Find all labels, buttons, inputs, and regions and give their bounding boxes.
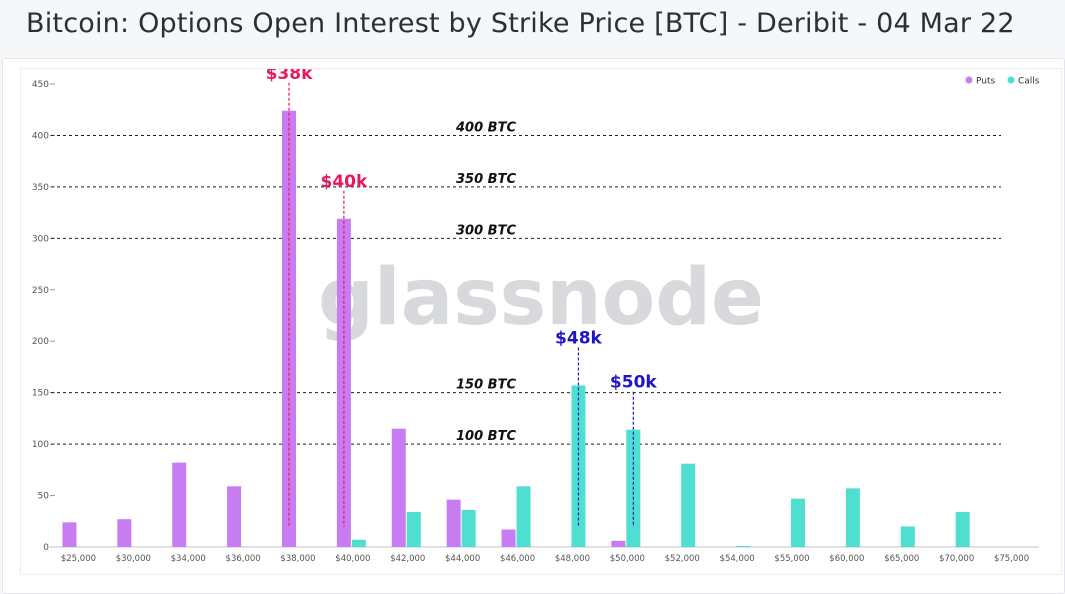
bar-calls-40000 <box>351 539 366 547</box>
x-tick-label: $52,000 <box>665 554 700 564</box>
x-tick-label: $50,000 <box>610 554 645 564</box>
reference-line-label: 100 BTC <box>456 429 516 444</box>
x-tick-label: $60,000 <box>829 554 864 564</box>
bar-puts-30000 <box>117 519 132 547</box>
y-tick-label: 450 <box>32 80 49 90</box>
bar-calls-65000 <box>900 526 915 547</box>
legend-calls-swatch <box>1007 76 1015 84</box>
bar-calls-60000 <box>845 488 860 547</box>
bar-calls-55000 <box>791 498 805 547</box>
annotation-label-38k: $38k <box>266 69 313 84</box>
bar-puts-36000 <box>227 486 242 547</box>
x-tick-label: $55,000 <box>774 554 809 564</box>
bar-puts-50000 <box>611 540 626 547</box>
annotation-label-50k: $50k <box>610 373 657 393</box>
bar-calls-70000 <box>955 512 970 547</box>
x-tick-label: $65,000 <box>884 554 919 564</box>
y-tick-label: 150 <box>32 389 49 399</box>
x-tick-label: $42,000 <box>390 554 425 564</box>
y-tick-label: 250 <box>32 286 49 296</box>
bar-calls-42000 <box>406 512 421 547</box>
x-tick-label: $36,000 <box>226 554 261 564</box>
x-tick-label: $25,000 <box>61 554 96 564</box>
watermark-text: glassnode <box>318 253 764 343</box>
reference-line-label: 350 BTC <box>456 172 516 187</box>
x-tick-label: $40,000 <box>335 554 370 564</box>
bar-calls-52000 <box>681 463 696 547</box>
legend-calls-label: Calls <box>1018 77 1040 87</box>
reference-line-label: 400 BTC <box>455 120 516 135</box>
x-tick-label: $44,000 <box>445 554 480 564</box>
legend-puts-label: Puts <box>976 77 996 87</box>
y-tick-label: 0 <box>43 543 49 553</box>
y-tick-label: 350 <box>32 183 49 193</box>
chart-container: glassnode 0 50 100 150 200 250 300 350 400 450 400 … <box>20 68 1062 575</box>
legend-puts-swatch <box>965 76 973 84</box>
annotation-label-40k: $40k <box>320 172 367 192</box>
y-tick-label: 100 <box>32 440 49 450</box>
page-title: Bitcoin: Options Open Interest by Strike… <box>26 8 1015 39</box>
bar-calls-44000 <box>461 509 476 547</box>
x-tick-label: $34,000 <box>171 554 206 564</box>
options-open-interest-chart: glassnode 0 50 100 150 200 250 300 350 400 450 400 … <box>32 69 1040 564</box>
x-tick-label: $30,000 <box>116 554 151 564</box>
x-tick-label: $46,000 <box>500 554 535 564</box>
annotation-label-48k: $48k <box>555 328 602 348</box>
x-tick-label: $70,000 <box>939 554 974 564</box>
bar-calls-54000 <box>736 545 751 547</box>
bar-puts-42000 <box>391 428 406 547</box>
y-tick-label: 200 <box>32 337 49 347</box>
y-tick-label: 300 <box>32 234 49 244</box>
bar-puts-44000 <box>446 499 461 547</box>
y-tick-label: 50 <box>38 492 50 502</box>
reference-line-label: 150 BTC <box>456 378 516 393</box>
x-tick-label: $48,000 <box>555 554 590 564</box>
reference-line-label: 300 BTC <box>456 223 516 238</box>
bar-puts-25000 <box>62 522 77 547</box>
bar-puts-34000 <box>172 462 187 547</box>
x-tick-label: $54,000 <box>720 554 755 564</box>
bar-calls-46000 <box>516 486 531 547</box>
bar-puts-46000 <box>501 529 516 547</box>
bar-calls-48000 <box>571 385 586 547</box>
x-tick-label: $75,000 <box>994 554 1029 564</box>
x-tick-label: $38,000 <box>280 554 315 564</box>
y-tick-label: 400 <box>32 131 49 141</box>
